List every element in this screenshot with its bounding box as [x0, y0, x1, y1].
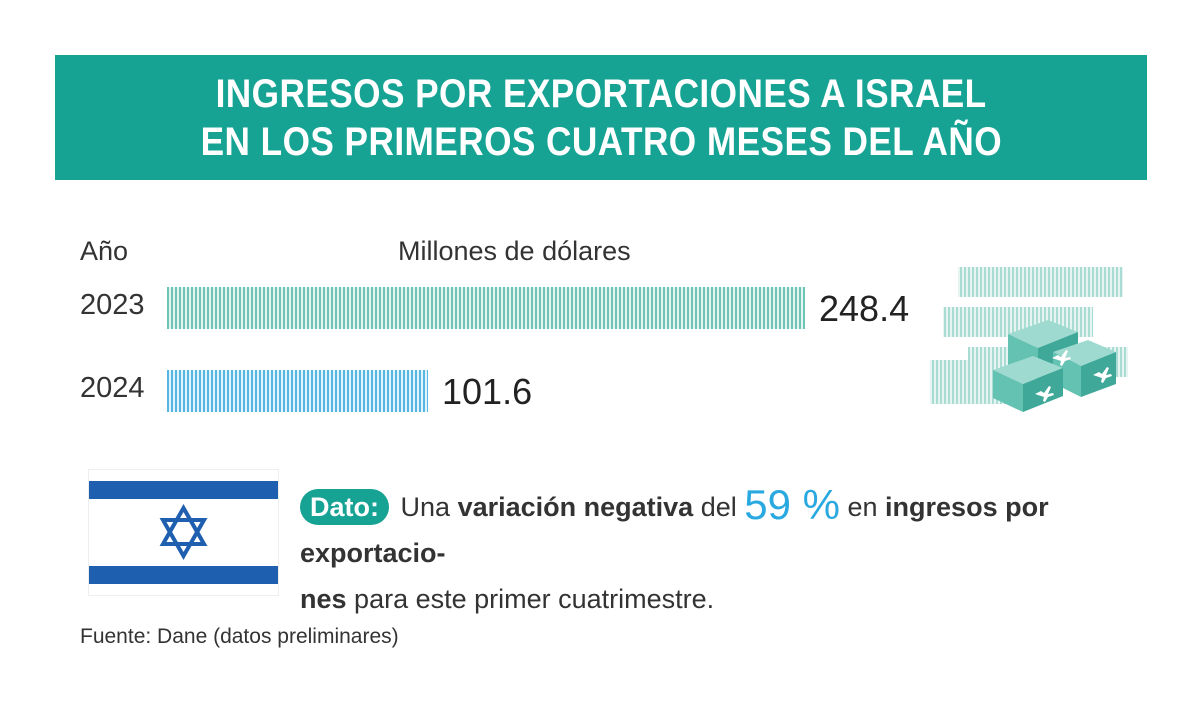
title-banner: INGRESOS POR EXPORTACIONES A ISRAEL EN L…: [55, 55, 1147, 180]
category-label-2023: 2023: [80, 289, 145, 321]
category-label-2024: 2024: [80, 372, 145, 404]
bar-2024: [167, 370, 428, 412]
category-header: Año: [80, 236, 129, 266]
source-note: Fuente: Dane (datos preliminares): [80, 625, 399, 648]
fact-text-5: ingresos por exportacio-: [300, 492, 1049, 568]
fact-percentage: 59 %: [744, 481, 840, 528]
fact-text-2: variación negativa: [457, 492, 694, 522]
value-label-2023: 248.4: [819, 288, 910, 329]
fact-text-3: del: [700, 492, 737, 522]
bar-2023: [167, 287, 805, 329]
title-line-1: INGRESOS POR EXPORTACIONES A ISRAEL: [215, 71, 987, 116]
fact-text: Dato: Una variación negativa del 59 % en…: [300, 482, 1140, 622]
cargo-boxes-airplane-icon: [930, 267, 1128, 412]
fact-tag: Dato:: [300, 489, 389, 525]
fact-text-4: en: [847, 492, 878, 522]
unit-label: Millones de dólares: [398, 236, 631, 266]
value-label-2024: 101.6: [442, 371, 533, 412]
title-line-2: EN LOS PRIMEROS CUATRO MESES DEL AÑO: [200, 119, 1002, 164]
fact-text-7: para este primer cuatrimestre.: [354, 584, 715, 614]
israel-flag-icon: [89, 470, 278, 595]
fact-text-1: Una: [400, 492, 451, 522]
fact-text-6: nes: [300, 584, 347, 614]
